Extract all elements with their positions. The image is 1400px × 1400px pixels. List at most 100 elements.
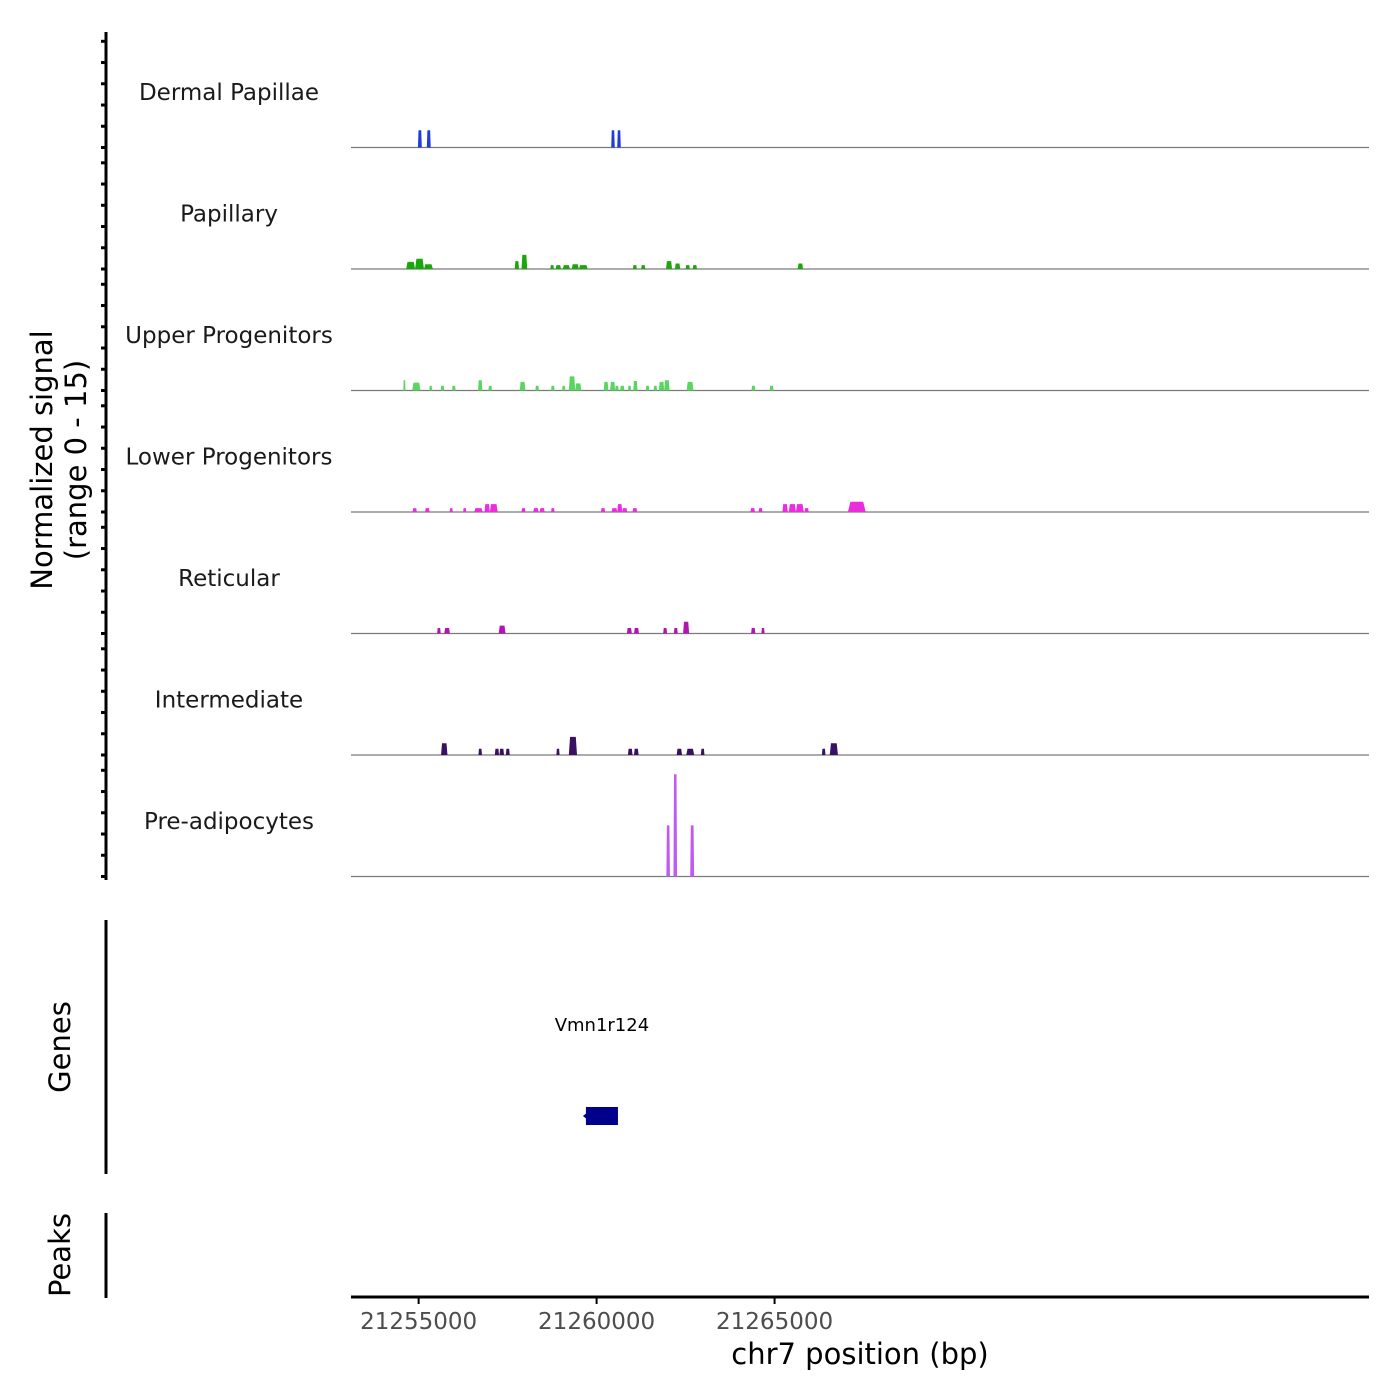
x-axis-tick-label: 21260000 (538, 1309, 655, 1335)
signal-peak (505, 748, 510, 755)
signal-peak (673, 774, 678, 877)
signal-peak (615, 385, 619, 391)
signal-peak (750, 508, 755, 512)
track-label: Pre-adipocytes (144, 809, 314, 835)
signal-peak (751, 627, 756, 634)
signal-peak (685, 265, 690, 269)
signal-peak (551, 508, 555, 512)
signal-peak (666, 261, 673, 269)
signal-peak (519, 381, 526, 391)
signal-peak (600, 508, 606, 512)
signal-peak (633, 748, 639, 755)
track-label: Intermediate (155, 688, 303, 714)
signal-peak (804, 508, 809, 512)
signal-peak (686, 748, 695, 755)
signal-peak (568, 736, 578, 755)
signal-peak (673, 627, 678, 634)
track-papillary: Papillary (180, 202, 1369, 270)
signal-peak (782, 504, 788, 512)
signal-peak (556, 748, 560, 755)
signal-peak (551, 385, 555, 391)
genes-panel-label: Genes (43, 1001, 77, 1093)
signal-peak (417, 130, 422, 148)
signal-peak (658, 381, 665, 391)
x-axis-label: chr7 position (bp) (731, 1337, 988, 1371)
signal-peak (690, 825, 695, 877)
signal-peak (444, 627, 450, 634)
signal-peak (441, 743, 448, 755)
signal-peak (449, 508, 453, 512)
signal-peak (653, 385, 658, 391)
signal-peak (632, 265, 637, 269)
track-pre-adipocytes: Pre-adipocytes (144, 774, 1369, 878)
track-reticular: Reticular (178, 566, 1369, 635)
signal-peak (633, 627, 639, 634)
signal-peak (611, 508, 618, 512)
signal-peak (632, 508, 638, 512)
gene-label: Vmn1r124 (555, 1015, 649, 1036)
gene-strand-arrow (582, 1112, 588, 1120)
track-upper-progenitors: Upper Progenitors (125, 323, 1369, 392)
signal-peak (412, 508, 417, 512)
signal-peak (674, 263, 681, 269)
signal-peak (751, 385, 756, 391)
signal-peak (683, 621, 690, 634)
signal-peak (533, 508, 539, 512)
signal-peak (423, 264, 433, 269)
signal-peak (571, 264, 579, 269)
signal-peak (514, 261, 520, 269)
signal-y-axis-title: Normalized signal (range 0 - 15) (25, 330, 93, 589)
signal-tracks: Dermal Papillae Papillary Upper Progenitor… (125, 80, 1369, 878)
signal-peak (622, 508, 628, 512)
signal-peak (633, 381, 638, 391)
signal-peak (686, 381, 694, 391)
signal-peak (437, 627, 441, 634)
signal-peak (788, 504, 796, 512)
gene-annotations: Vmn1r124 (555, 1015, 649, 1125)
signal-peak (627, 385, 632, 391)
signal-peak (627, 748, 633, 755)
signal-peak (499, 748, 505, 755)
signal-peak (412, 382, 421, 391)
signal-peak (521, 508, 526, 512)
signal-peak (758, 508, 763, 512)
signal-peak (821, 748, 826, 755)
signal-y-axis-ticks (101, 39, 106, 878)
track-label: Dermal Papillae (139, 80, 319, 106)
signal-peak (761, 627, 765, 634)
track-label: Reticular (178, 566, 280, 592)
signal-peak (415, 258, 424, 269)
signal-peak (539, 508, 545, 512)
track-lower-progenitors: Lower Progenitors (126, 445, 1369, 513)
x-axis-tick-label: 21255000 (360, 1309, 477, 1335)
x-axis-ticks: 21255000 21260000 21265000 (360, 1297, 833, 1335)
track-label: Lower Progenitors (126, 445, 333, 471)
peaks-panel-label: Peaks (43, 1213, 77, 1297)
track-dermal-papillae: Dermal Papillae (139, 80, 1369, 149)
signal-peak (535, 385, 539, 391)
signal-peak (474, 508, 483, 512)
signal-peak (620, 385, 625, 391)
signal-peak (406, 261, 416, 269)
track-label: Papillary (180, 202, 278, 228)
signal-peak (463, 508, 467, 512)
signal-peak (797, 263, 804, 269)
signal-peak (829, 743, 838, 755)
signal-peak (440, 385, 445, 391)
gene-vmn1r124: Vmn1r124 (555, 1015, 649, 1125)
signal-peak (550, 265, 554, 269)
signal-peak (666, 825, 670, 877)
signal-peak (489, 504, 498, 512)
signal-peak (617, 504, 623, 512)
signal-peak (429, 385, 433, 391)
signal-peak (769, 385, 774, 391)
signal-peak (562, 385, 566, 391)
signal-peak (692, 265, 697, 269)
x-axis-tick-label: 21265000 (716, 1309, 833, 1335)
signal-peak (663, 627, 668, 634)
signal-peak (425, 508, 430, 512)
signal-peak (403, 380, 406, 391)
signal-peak (700, 748, 705, 755)
signal-peak (568, 376, 576, 391)
